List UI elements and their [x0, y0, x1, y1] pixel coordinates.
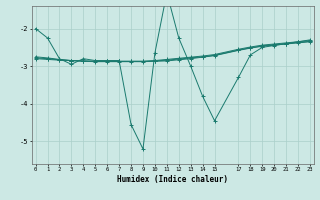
X-axis label: Humidex (Indice chaleur): Humidex (Indice chaleur) — [117, 175, 228, 184]
